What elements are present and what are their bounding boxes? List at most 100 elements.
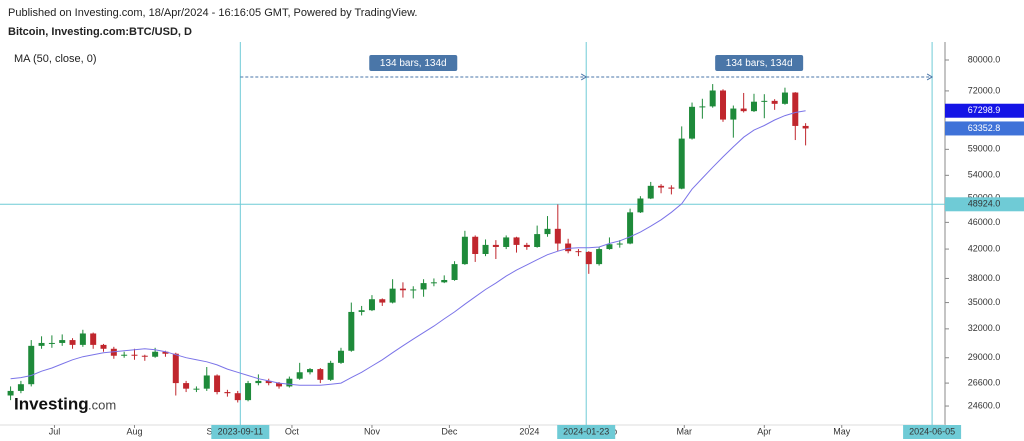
candle-body xyxy=(461,236,468,265)
candle-body xyxy=(152,351,159,357)
ma-price-label: 67298.9 xyxy=(968,105,1001,115)
candle-body xyxy=(699,106,706,108)
candle-body xyxy=(245,383,252,401)
candle-body xyxy=(420,283,427,290)
y-tick-label: 38000.0 xyxy=(968,273,1001,283)
candle-body xyxy=(203,375,210,389)
candle-body xyxy=(750,101,757,112)
candle-body xyxy=(627,212,634,244)
y-tick-label: 80000.0 xyxy=(968,54,1001,64)
candle-body xyxy=(616,243,623,245)
candle-body xyxy=(647,185,654,199)
candle-body xyxy=(307,369,314,373)
x-tick-label: May xyxy=(833,426,851,436)
candle-body xyxy=(523,244,530,247)
x-tick-label: Aug xyxy=(126,426,142,436)
candle-body xyxy=(689,106,696,139)
logo: Investing xyxy=(14,394,89,413)
ma-price-label-box xyxy=(945,103,1024,118)
candle-body xyxy=(740,108,747,112)
candle-body xyxy=(585,251,592,265)
y-tick-label: 26600.0 xyxy=(968,377,1001,387)
candle-body xyxy=(7,390,14,396)
date-marker-label: 2024-01-23 xyxy=(563,426,609,436)
candle-body xyxy=(565,243,572,252)
candle-body xyxy=(296,372,303,379)
logo-suffix: .com xyxy=(88,397,116,412)
candle-body xyxy=(17,384,24,391)
candle-body xyxy=(451,264,458,280)
candle-body xyxy=(761,100,768,102)
y-tick-label: 42000.0 xyxy=(968,243,1001,253)
candle-body xyxy=(389,288,396,303)
candle-body xyxy=(255,380,262,384)
candle-body xyxy=(79,333,86,345)
candle-body xyxy=(214,375,221,393)
candle-body xyxy=(224,392,231,394)
x-tick-label: Nov xyxy=(364,426,381,436)
candle-body xyxy=(596,249,603,265)
candle-body xyxy=(771,100,778,104)
candle-body xyxy=(162,351,169,354)
x-tick-label: Oct xyxy=(285,426,300,436)
y-tick-label: 59000.0 xyxy=(968,144,1001,154)
x-tick-label: Dec xyxy=(441,426,458,436)
measure-label-box xyxy=(369,55,458,71)
candle-body xyxy=(90,333,97,345)
candle-body xyxy=(121,354,128,356)
candle-body xyxy=(781,92,788,104)
candle-body xyxy=(575,251,582,253)
date-marker-label: 2024-06-05 xyxy=(909,426,955,436)
candle-body xyxy=(802,125,809,129)
candle-body xyxy=(534,234,541,247)
candle-body xyxy=(606,244,613,250)
candle-body xyxy=(172,353,179,384)
y-tick-label: 54000.0 xyxy=(968,170,1001,180)
ma-line xyxy=(10,110,806,386)
candle-body xyxy=(59,340,66,343)
candle-body xyxy=(410,289,417,291)
candle-body xyxy=(69,340,76,345)
candle-body xyxy=(141,355,148,357)
candle-body xyxy=(286,378,293,387)
measure-label-box xyxy=(715,55,804,71)
candle-body xyxy=(720,90,727,120)
candle-body xyxy=(193,388,200,390)
candle-body xyxy=(358,310,365,312)
indicator-label: MA (50, close, 0) xyxy=(14,53,97,65)
candle-body xyxy=(337,350,344,363)
candle-body xyxy=(441,279,448,283)
y-tick-label: 46000.0 xyxy=(968,217,1001,227)
candle-body xyxy=(503,237,510,247)
candle-body xyxy=(492,244,499,247)
candle-body xyxy=(544,228,551,235)
candle-body xyxy=(472,236,479,255)
candle-body xyxy=(234,393,241,401)
candle-body xyxy=(637,198,644,213)
crosshair-label-box xyxy=(945,197,1024,212)
candle-body xyxy=(327,362,334,380)
candle-body xyxy=(131,354,138,356)
y-tick-label: 35000.0 xyxy=(968,297,1001,307)
measure-arrow xyxy=(926,73,934,81)
candle-body xyxy=(379,299,386,303)
x-tick-label: Apr xyxy=(757,426,771,436)
crosshair-label: 48924.0 xyxy=(968,199,1001,209)
chart-title: Bitcoin, Investing.com:BTC/USD, D xyxy=(8,26,192,38)
date-marker-box xyxy=(211,425,270,439)
candle-body xyxy=(399,288,406,291)
candle-body xyxy=(792,92,799,126)
y-tick-label: 72000.0 xyxy=(968,85,1001,95)
candle-body xyxy=(48,342,55,344)
y-tick-label: 24600.0 xyxy=(968,400,1001,410)
measure-label: 134 bars, 134d xyxy=(726,58,793,69)
candle-body xyxy=(678,138,685,189)
candle-body xyxy=(554,228,561,244)
candle-body xyxy=(110,348,117,356)
candle-body xyxy=(482,244,489,255)
candle-body xyxy=(513,237,520,245)
y-tick-label: 32000.0 xyxy=(968,323,1001,333)
candle-body xyxy=(100,344,107,349)
x-tick-label: 2024 xyxy=(519,426,539,436)
